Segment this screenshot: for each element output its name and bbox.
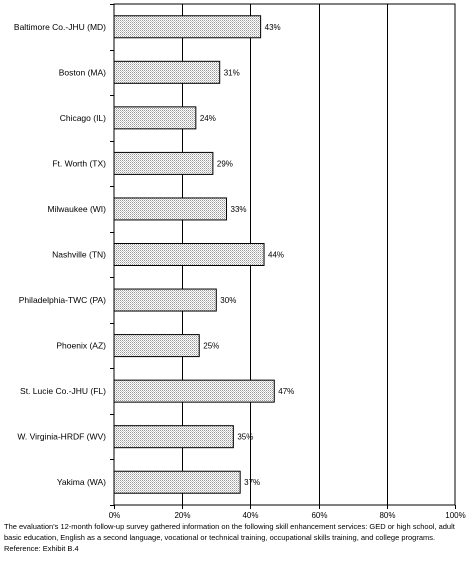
x-tick-label: 40% (242, 511, 258, 520)
bar (113, 15, 262, 39)
data-label: 37% (244, 478, 260, 487)
data-label: 47% (278, 387, 294, 396)
category-label: St. Lucie Co.-JHU (FL) (20, 386, 106, 396)
bar (113, 470, 241, 494)
x-tick-label: 20% (174, 511, 190, 520)
plot-area: 0% 20% 40% 60% 80% 100% Baltimore Co.-JHU (MD)… (14, 3, 466, 520)
x-tick-label: 60% (311, 511, 327, 520)
category-label: Phoenix (AZ) (56, 341, 106, 351)
bar (113, 151, 214, 175)
bar (113, 243, 265, 266)
bar (113, 106, 197, 130)
category-label: Yakima (WA) (57, 477, 106, 487)
data-label: 35% (237, 433, 253, 442)
category-label: Boston (MA) (59, 67, 106, 77)
category-label: Chicago (IL) (60, 113, 106, 123)
category-label: Ft. Worth (TX) (52, 158, 106, 168)
data-label: 44% (268, 251, 284, 260)
data-label: 43% (265, 23, 281, 32)
x-tick-label: 0% (109, 511, 121, 520)
data-label: 25% (203, 342, 219, 351)
category-label: Milwaukee (WI) (47, 204, 106, 214)
category-label: Nashville (TN) (52, 250, 106, 260)
bar (113, 425, 234, 449)
bar (113, 379, 275, 403)
category-label: Philadelphia-TWC (PA) (19, 295, 106, 305)
x-tick-label: 80% (379, 511, 395, 520)
data-label: 30% (220, 296, 236, 305)
x-tick-label: 100% (445, 511, 465, 520)
category-label: W. Virginia-HRDF (WV) (17, 432, 106, 442)
bar (113, 334, 200, 358)
data-label: 29% (217, 159, 233, 168)
bar (113, 197, 228, 221)
bar (113, 60, 221, 84)
bar (113, 288, 217, 312)
category-label: Baltimore Co.-JHU (MD) (14, 22, 106, 32)
data-label: 31% (224, 68, 240, 77)
data-label: 24% (200, 114, 216, 123)
footnote: The evaluation's 12-month follow-up surv… (4, 522, 455, 553)
data-label: 33% (231, 205, 247, 214)
